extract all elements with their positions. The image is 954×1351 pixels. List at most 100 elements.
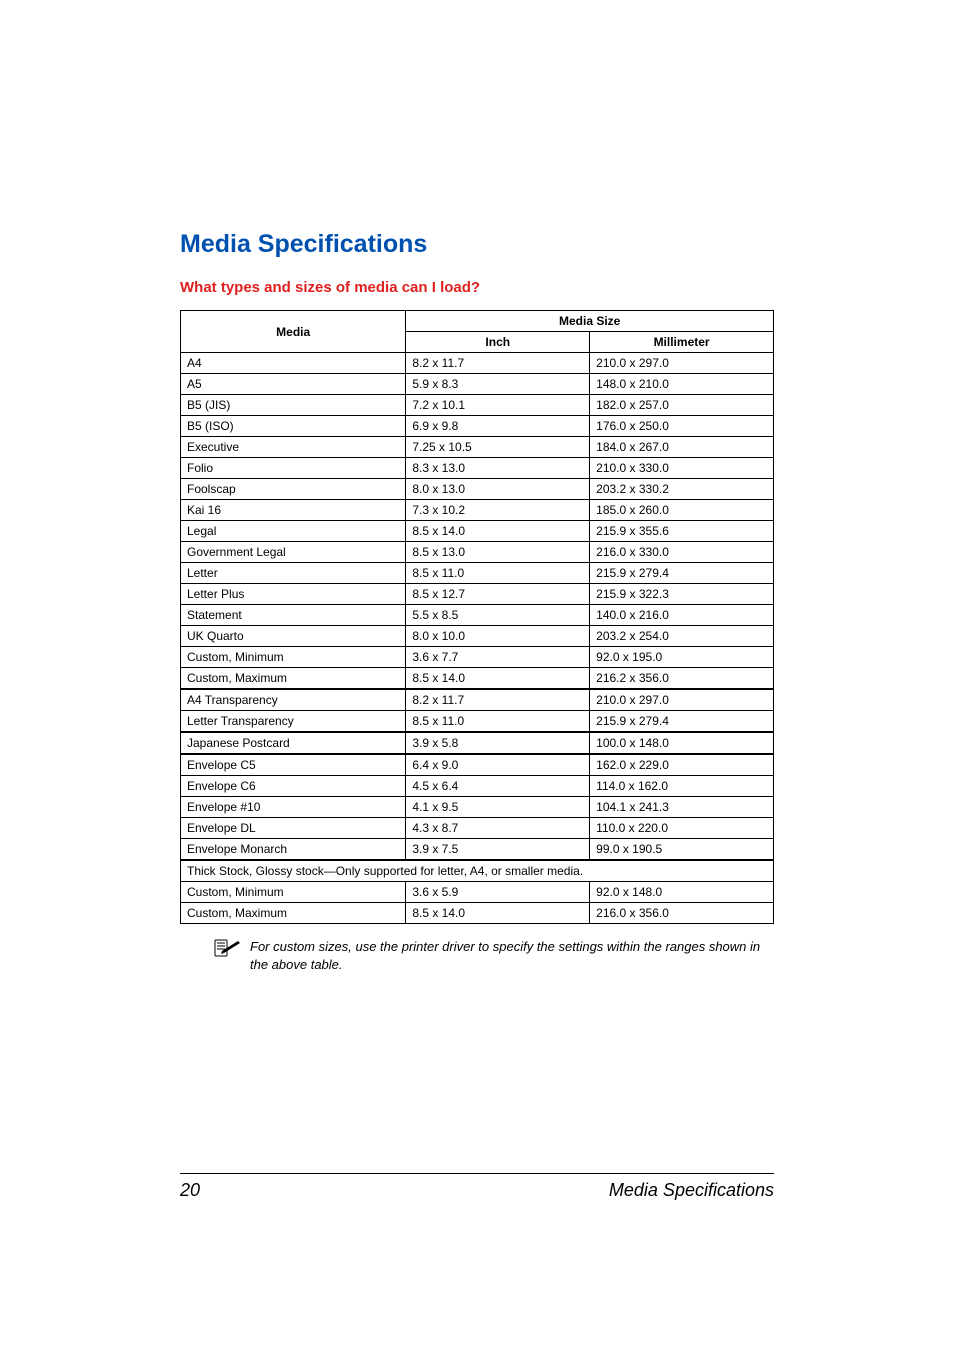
cell-media: Letter Plus bbox=[181, 584, 406, 605]
table-row: Foolscap8.0 x 13.0203.2 x 330.2 bbox=[181, 479, 774, 500]
cell-inch: 6.4 x 9.0 bbox=[406, 754, 590, 776]
cell-media: Envelope DL bbox=[181, 818, 406, 839]
th-inch: Inch bbox=[406, 332, 590, 353]
th-media-size: Media Size bbox=[406, 311, 774, 332]
cell-mm: 203.2 x 254.0 bbox=[590, 626, 774, 647]
media-spec-table: Media Media Size Inch Millimeter A48.2 x… bbox=[180, 310, 774, 924]
cell-inch: 4.1 x 9.5 bbox=[406, 797, 590, 818]
table-row: Custom, Minimum3.6 x 5.992.0 x 148.0 bbox=[181, 882, 774, 903]
cell-span-note: Thick Stock, Glossy stock—Only supported… bbox=[181, 860, 774, 882]
table-row: Kai 167.3 x 10.2185.0 x 260.0 bbox=[181, 500, 774, 521]
cell-inch: 8.5 x 14.0 bbox=[406, 668, 590, 690]
table-row: UK Quarto8.0 x 10.0203.2 x 254.0 bbox=[181, 626, 774, 647]
cell-inch: 8.0 x 13.0 bbox=[406, 479, 590, 500]
cell-media: Letter Transparency bbox=[181, 711, 406, 733]
table-row: Envelope C56.4 x 9.0162.0 x 229.0 bbox=[181, 754, 774, 776]
cell-inch: 3.6 x 5.9 bbox=[406, 882, 590, 903]
cell-media: Envelope Monarch bbox=[181, 839, 406, 861]
cell-mm: 184.0 x 267.0 bbox=[590, 437, 774, 458]
cell-inch: 7.2 x 10.1 bbox=[406, 395, 590, 416]
cell-inch: 8.2 x 11.7 bbox=[406, 353, 590, 374]
cell-media: UK Quarto bbox=[181, 626, 406, 647]
cell-inch: 5.9 x 8.3 bbox=[406, 374, 590, 395]
cell-inch: 4.5 x 6.4 bbox=[406, 776, 590, 797]
note-icon bbox=[214, 939, 242, 960]
table-row: Custom, Minimum3.6 x 7.792.0 x 195.0 bbox=[181, 647, 774, 668]
table-row: Statement5.5 x 8.5140.0 x 216.0 bbox=[181, 605, 774, 626]
cell-media: B5 (JIS) bbox=[181, 395, 406, 416]
cell-mm: 104.1 x 241.3 bbox=[590, 797, 774, 818]
cell-media: Kai 16 bbox=[181, 500, 406, 521]
table-row: B5 (ISO)6.9 x 9.8176.0 x 250.0 bbox=[181, 416, 774, 437]
section-subtitle: What types and sizes of media can I load… bbox=[180, 279, 774, 296]
table-row: Custom, Maximum8.5 x 14.0216.2 x 356.0 bbox=[181, 668, 774, 690]
table-row: Executive7.25 x 10.5184.0 x 267.0 bbox=[181, 437, 774, 458]
cell-inch: 7.3 x 10.2 bbox=[406, 500, 590, 521]
cell-mm: 210.0 x 330.0 bbox=[590, 458, 774, 479]
cell-inch: 8.5 x 12.7 bbox=[406, 584, 590, 605]
cell-mm: 215.9 x 322.3 bbox=[590, 584, 774, 605]
table-row: Letter Plus8.5 x 12.7215.9 x 322.3 bbox=[181, 584, 774, 605]
table-row: Envelope DL4.3 x 8.7110.0 x 220.0 bbox=[181, 818, 774, 839]
table-row: Envelope C64.5 x 6.4114.0 x 162.0 bbox=[181, 776, 774, 797]
cell-inch: 6.9 x 9.8 bbox=[406, 416, 590, 437]
cell-media: Custom, Minimum bbox=[181, 882, 406, 903]
page-title: Media Specifications bbox=[180, 230, 774, 259]
cell-mm: 210.0 x 297.0 bbox=[590, 689, 774, 711]
table-row: Envelope Monarch3.9 x 7.599.0 x 190.5 bbox=[181, 839, 774, 861]
cell-mm: 148.0 x 210.0 bbox=[590, 374, 774, 395]
table-row: Envelope #104.1 x 9.5104.1 x 241.3 bbox=[181, 797, 774, 818]
table-row: Legal8.5 x 14.0215.9 x 355.6 bbox=[181, 521, 774, 542]
cell-inch: 3.6 x 7.7 bbox=[406, 647, 590, 668]
cell-mm: 215.9 x 279.4 bbox=[590, 711, 774, 733]
table-row-span: Thick Stock, Glossy stock—Only supported… bbox=[181, 860, 774, 882]
cell-mm: 210.0 x 297.0 bbox=[590, 353, 774, 374]
cell-mm: 215.9 x 279.4 bbox=[590, 563, 774, 584]
table-row: A4 Transparency8.2 x 11.7210.0 x 297.0 bbox=[181, 689, 774, 711]
cell-media: Japanese Postcard bbox=[181, 732, 406, 754]
cell-media: Folio bbox=[181, 458, 406, 479]
th-mm: Millimeter bbox=[590, 332, 774, 353]
note-text: For custom sizes, use the printer driver… bbox=[250, 938, 774, 973]
cell-mm: 140.0 x 216.0 bbox=[590, 605, 774, 626]
page-number: 20 bbox=[180, 1180, 200, 1201]
page-footer: 20 Media Specifications bbox=[180, 1173, 774, 1201]
cell-inch: 7.25 x 10.5 bbox=[406, 437, 590, 458]
cell-mm: 216.0 x 330.0 bbox=[590, 542, 774, 563]
cell-media: A4 Transparency bbox=[181, 689, 406, 711]
cell-mm: 162.0 x 229.0 bbox=[590, 754, 774, 776]
cell-media: Government Legal bbox=[181, 542, 406, 563]
table-row: Japanese Postcard3.9 x 5.8100.0 x 148.0 bbox=[181, 732, 774, 754]
footer-label: Media Specifications bbox=[609, 1180, 774, 1201]
table-row: Folio8.3 x 13.0210.0 x 330.0 bbox=[181, 458, 774, 479]
cell-inch: 8.0 x 10.0 bbox=[406, 626, 590, 647]
cell-mm: 182.0 x 257.0 bbox=[590, 395, 774, 416]
cell-inch: 8.5 x 11.0 bbox=[406, 711, 590, 733]
cell-media: B5 (ISO) bbox=[181, 416, 406, 437]
table-row: A55.9 x 8.3148.0 x 210.0 bbox=[181, 374, 774, 395]
cell-mm: 215.9 x 355.6 bbox=[590, 521, 774, 542]
cell-media: Custom, Maximum bbox=[181, 668, 406, 690]
cell-media: A4 bbox=[181, 353, 406, 374]
table-row: Letter Transparency8.5 x 11.0215.9 x 279… bbox=[181, 711, 774, 733]
cell-mm: 176.0 x 250.0 bbox=[590, 416, 774, 437]
cell-mm: 100.0 x 148.0 bbox=[590, 732, 774, 754]
cell-media: Executive bbox=[181, 437, 406, 458]
th-media: Media bbox=[181, 311, 406, 353]
cell-inch: 8.3 x 13.0 bbox=[406, 458, 590, 479]
cell-mm: 110.0 x 220.0 bbox=[590, 818, 774, 839]
cell-media: Envelope #10 bbox=[181, 797, 406, 818]
cell-mm: 216.0 x 356.0 bbox=[590, 903, 774, 924]
cell-inch: 8.5 x 11.0 bbox=[406, 563, 590, 584]
cell-mm: 203.2 x 330.2 bbox=[590, 479, 774, 500]
table-row: Government Legal8.5 x 13.0216.0 x 330.0 bbox=[181, 542, 774, 563]
cell-mm: 92.0 x 195.0 bbox=[590, 647, 774, 668]
cell-media: Envelope C6 bbox=[181, 776, 406, 797]
cell-inch: 8.5 x 14.0 bbox=[406, 903, 590, 924]
cell-mm: 216.2 x 356.0 bbox=[590, 668, 774, 690]
cell-inch: 8.5 x 13.0 bbox=[406, 542, 590, 563]
cell-media: Letter bbox=[181, 563, 406, 584]
cell-inch: 8.5 x 14.0 bbox=[406, 521, 590, 542]
cell-media: Custom, Minimum bbox=[181, 647, 406, 668]
cell-inch: 3.9 x 7.5 bbox=[406, 839, 590, 861]
